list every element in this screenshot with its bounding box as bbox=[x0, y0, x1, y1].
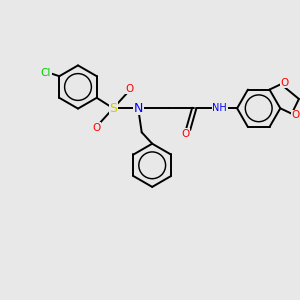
Text: O: O bbox=[280, 78, 289, 88]
Text: NH: NH bbox=[212, 103, 227, 113]
Text: Cl: Cl bbox=[40, 68, 51, 78]
Text: O: O bbox=[182, 129, 190, 139]
Text: S: S bbox=[109, 102, 117, 115]
Text: N: N bbox=[134, 102, 143, 115]
Text: O: O bbox=[93, 123, 101, 133]
Text: O: O bbox=[126, 84, 134, 94]
Text: O: O bbox=[291, 110, 299, 120]
